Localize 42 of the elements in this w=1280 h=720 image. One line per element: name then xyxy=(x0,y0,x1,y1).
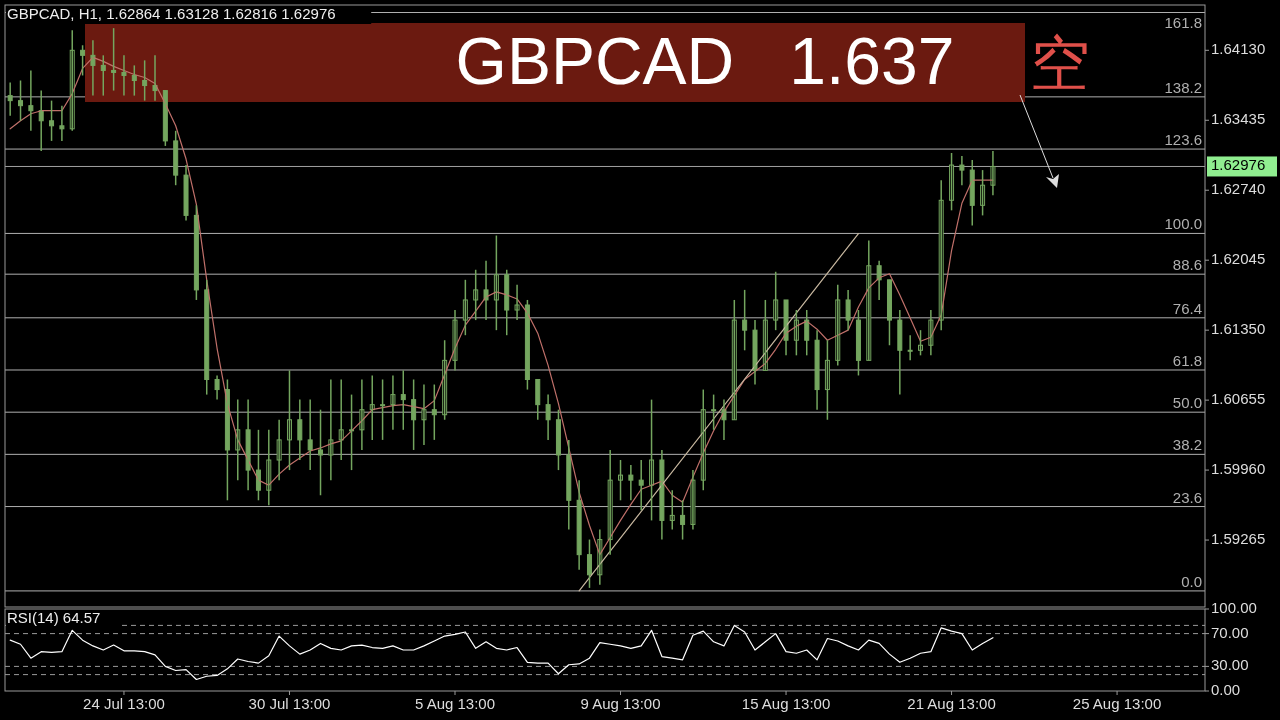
x-tick-label: 21 Aug 13:00 xyxy=(907,695,996,712)
ref-line-label: 38.2 xyxy=(1172,436,1202,454)
y-tick-label: 1.64130 xyxy=(1211,40,1266,58)
y-tick-label: 1.59265 xyxy=(1211,530,1266,548)
y-tick-label: 1.63435 xyxy=(1211,110,1266,128)
chart-title: RSI(14) 64.57 xyxy=(7,609,101,626)
ref-line-label: 100.0 xyxy=(1164,215,1202,233)
ref-line-label: 61.8 xyxy=(1172,351,1202,369)
ref-line-label: 123.6 xyxy=(1164,131,1202,149)
x-tick-label: 30 Jul 13:00 xyxy=(248,695,331,712)
y-tick-label: 1.59960 xyxy=(1211,460,1266,478)
y-tick-label: 1.62045 xyxy=(1211,250,1266,268)
x-tick-label: 25 Aug 13:00 xyxy=(1072,695,1162,712)
ref-line-label: 50.0 xyxy=(1172,394,1202,412)
ref-line-label: 1.62976 xyxy=(1211,156,1266,174)
y-tick-label: 1.62740 xyxy=(1211,180,1266,198)
candlestick xyxy=(959,155,965,186)
candlestick xyxy=(628,464,634,502)
banner: GBPCAD 1.637 xyxy=(85,23,1025,102)
candlestick xyxy=(318,408,324,497)
candlestick xyxy=(618,459,624,502)
x-tick-label: 5 Aug 13:00 xyxy=(414,695,496,712)
y-tick-label: 100.00 xyxy=(1211,598,1257,616)
y-tick-label: 70.00 xyxy=(1211,623,1249,641)
candlestick xyxy=(514,284,520,321)
annotation: GBPCAD 1.637 xyxy=(455,24,955,98)
ref-line-label: 76.4 xyxy=(1172,299,1202,317)
y-tick-label: 30.00 xyxy=(1211,656,1249,674)
ref-line-label: 23.6 xyxy=(1172,488,1202,506)
y-tick-label: 0.00 xyxy=(1211,680,1241,698)
annotation: 空 xyxy=(1030,28,1090,98)
x-tick-label: 9 Aug 13:00 xyxy=(580,695,661,712)
x-tick-label: 15 Aug 13:00 xyxy=(741,695,831,712)
y-tick-label: 1.61350 xyxy=(1211,320,1266,338)
ref-line-label: 0.0 xyxy=(1181,572,1202,590)
chart-title: GBPCAD, H1, 1.62864 1.63128 1.62816 1.62976 xyxy=(7,5,336,22)
ref-line-label: 138.2 xyxy=(1164,78,1202,96)
ref-line-label: 161.8 xyxy=(1164,13,1202,31)
line-series xyxy=(9,624,994,681)
y-tick-label: 1.60655 xyxy=(1211,390,1266,408)
ref-line-label: 88.6 xyxy=(1172,256,1202,274)
x-tick-label: 24 Jul 13:00 xyxy=(83,695,165,712)
